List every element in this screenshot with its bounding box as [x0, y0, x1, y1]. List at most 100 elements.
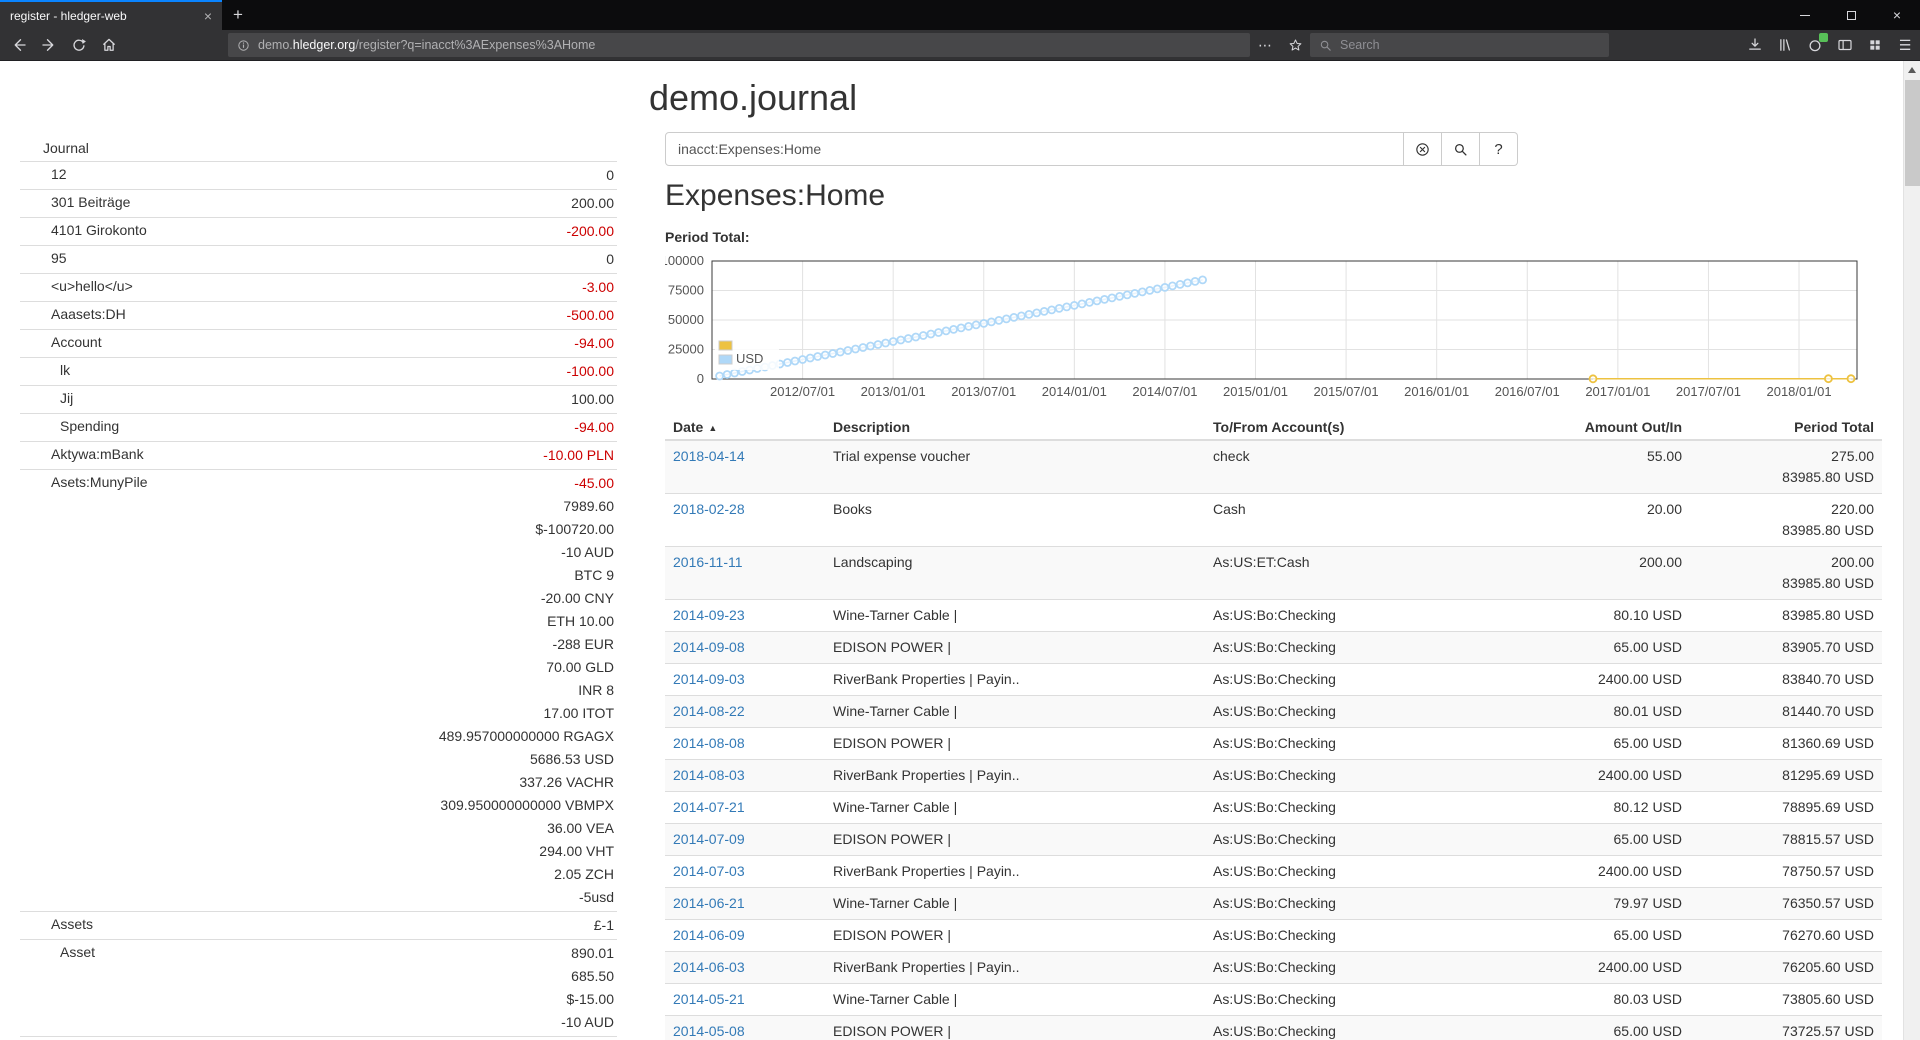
- account-balances: -94.00: [574, 332, 617, 355]
- sidebar-toggle-button[interactable]: [1830, 32, 1860, 58]
- register-row: 2014-05-21 Wine-Tarner Cable | As:US:Bo:Ch…: [665, 983, 1882, 1016]
- search-submit-button[interactable]: [1442, 132, 1480, 166]
- journal-link[interactable]: Journal: [43, 140, 89, 156]
- query-input[interactable]: [665, 132, 1404, 166]
- new-tab-button[interactable]: +: [233, 5, 243, 24]
- svg-text:2012/07/01: 2012/07/01: [770, 384, 835, 399]
- transaction-date-link[interactable]: 2014-09-23: [673, 607, 745, 623]
- downloads-button[interactable]: [1740, 32, 1770, 58]
- window-minimize-button[interactable]: [1782, 0, 1828, 30]
- transaction-date-link[interactable]: 2014-06-21: [673, 895, 745, 911]
- transaction-date-link[interactable]: 2014-07-21: [673, 799, 745, 815]
- transaction-date-link[interactable]: 2014-06-03: [673, 959, 745, 975]
- transaction-date-link[interactable]: 2018-02-28: [673, 501, 745, 517]
- account-link[interactable]: 12: [51, 166, 67, 182]
- balance-amount: 5686.53 USD: [529, 751, 614, 767]
- transaction-description: Wine-Tarner Cable |: [825, 791, 1205, 824]
- account-link[interactable]: Aktywa:mBank: [51, 446, 144, 462]
- account-balances: 0: [606, 164, 617, 187]
- transaction-date-link[interactable]: 2018-04-14: [673, 448, 745, 464]
- window-maximize-button[interactable]: [1828, 0, 1874, 30]
- register-row: 2016-11-11 Landscaping As:US:ET:Cash 200.00…: [665, 546, 1882, 600]
- transaction-date-link[interactable]: 2014-06-09: [673, 927, 745, 943]
- transaction-date-link[interactable]: 2014-09-08: [673, 639, 745, 655]
- scrollbar-thumb[interactable]: [1905, 80, 1920, 186]
- page-content: demo.journal Journal 12 0 301 Beiträge 200.…: [0, 61, 1903, 1040]
- extension-button[interactable]: [1800, 32, 1830, 58]
- page-scrollbar[interactable]: [1903, 61, 1920, 1040]
- back-button[interactable]: [4, 32, 34, 58]
- account-link[interactable]: 301 Beiträge: [51, 194, 131, 210]
- scrollbar-up-arrow[interactable]: [1908, 67, 1916, 73]
- column-header-amount[interactable]: Amount Out/In: [1490, 415, 1690, 441]
- transaction-description: Landscaping: [825, 546, 1205, 600]
- column-header-date[interactable]: Date ▲: [665, 415, 825, 441]
- clear-query-button[interactable]: [1404, 132, 1442, 166]
- svg-text:2017/01/01: 2017/01/01: [1585, 384, 1650, 399]
- library-button[interactable]: [1770, 32, 1800, 58]
- bookmark-star-button[interactable]: [1280, 32, 1310, 58]
- account-link[interactable]: <u>hello</u>: [51, 278, 133, 294]
- reload-button[interactable]: [64, 32, 94, 58]
- account-link[interactable]: Jij: [60, 390, 74, 406]
- transaction-date-link[interactable]: 2014-07-09: [673, 831, 745, 847]
- account-link[interactable]: Assets: [51, 916, 94, 932]
- url-bar[interactable]: demo.hledger.org/register?q=inacct%3AExp…: [228, 33, 1250, 57]
- balance-amount: 7989.60: [563, 498, 614, 514]
- svg-text:2013/07/01: 2013/07/01: [951, 384, 1016, 399]
- search-icon: [1320, 40, 1331, 51]
- transaction-amount: 2400.00 USD: [1490, 855, 1690, 888]
- account-link[interactable]: Account: [51, 334, 102, 350]
- transaction-account: As:US:Bo:Checking: [1205, 1015, 1490, 1040]
- transaction-amount: 65.00 USD: [1490, 1015, 1690, 1040]
- tab-close-icon[interactable]: ×: [203, 8, 212, 24]
- apps-grid-button[interactable]: [1860, 32, 1890, 58]
- transaction-date-link[interactable]: 2014-07-03: [673, 863, 745, 879]
- period-total-chart: 0 25000 50000 75000 100000 2012/07/01 2013/01/…: [665, 253, 1858, 399]
- svg-text:2014/01/01: 2014/01/01: [1042, 384, 1107, 399]
- column-header-account[interactable]: To/From Account(s): [1205, 415, 1490, 441]
- transaction-date-link[interactable]: 2014-09-03: [673, 671, 745, 687]
- column-header-description[interactable]: Description: [825, 415, 1205, 441]
- account-link[interactable]: Aaasets:DH: [51, 306, 126, 322]
- search-help-button[interactable]: ?: [1480, 132, 1518, 166]
- account-link[interactable]: lk: [60, 362, 71, 378]
- account-row: lk -100.00: [20, 357, 617, 385]
- account-link[interactable]: 4101 Girokonto: [51, 222, 147, 238]
- period-total: 83840.70 USD: [1690, 663, 1882, 696]
- transaction-date-link[interactable]: 2014-08-03: [673, 767, 745, 783]
- url-domain: hledger.org: [292, 38, 356, 52]
- transaction-date-link[interactable]: 2014-05-08: [673, 1023, 745, 1039]
- account-balances: 200.00: [571, 192, 617, 215]
- transaction-description: EDISON POWER |: [825, 727, 1205, 760]
- window-close-button[interactable]: ×: [1892, 7, 1902, 23]
- column-header-period-total[interactable]: Period Total: [1690, 415, 1882, 441]
- account-link[interactable]: Spending: [60, 418, 120, 434]
- transaction-date-link[interactable]: 2014-05-21: [673, 991, 745, 1007]
- transaction-date-link[interactable]: 2014-08-08: [673, 735, 745, 751]
- browser-tab[interactable]: register - hledger-web ×: [0, 0, 222, 30]
- account-link[interactable]: Asets:MunyPile: [51, 474, 148, 490]
- transaction-description: Wine-Tarner Cable |: [825, 983, 1205, 1016]
- transaction-date-link[interactable]: 2016-11-11: [673, 554, 743, 570]
- transaction-amount: 80.01 USD: [1490, 695, 1690, 728]
- page-actions-button[interactable]: ⋯: [1258, 36, 1272, 53]
- svg-text:75000: 75000: [668, 283, 704, 298]
- account-row: <u>hello</u> -3.00: [20, 273, 617, 301]
- transaction-account: As:US:Bo:Checking: [1205, 663, 1490, 696]
- register-row: 2014-06-09 EDISON POWER | As:US:Bo:Checkin…: [665, 919, 1882, 952]
- browser-search-bar[interactable]: Search: [1310, 33, 1609, 57]
- browser-toolbar: demo.hledger.org/register?q=inacct%3AExp…: [0, 30, 1920, 61]
- home-button[interactable]: [94, 32, 124, 58]
- register-row: 2018-02-28 Books Cash 20.00 220.00 83985.80 U…: [665, 493, 1882, 547]
- home-icon: [102, 38, 116, 51]
- forward-button[interactable]: [34, 32, 64, 58]
- account-link[interactable]: Asset: [60, 944, 96, 960]
- transaction-date-link[interactable]: 2014-08-22: [673, 703, 745, 719]
- register-row: 2014-08-08 EDISON POWER | As:US:Bo:Checkin…: [665, 727, 1882, 760]
- site-info-icon[interactable]: [236, 38, 251, 53]
- svg-text:2013/01/01: 2013/01/01: [861, 384, 926, 399]
- account-link[interactable]: 95: [51, 250, 67, 266]
- menu-button[interactable]: ☰: [1898, 36, 1912, 53]
- svg-text:2016/01/01: 2016/01/01: [1404, 384, 1469, 399]
